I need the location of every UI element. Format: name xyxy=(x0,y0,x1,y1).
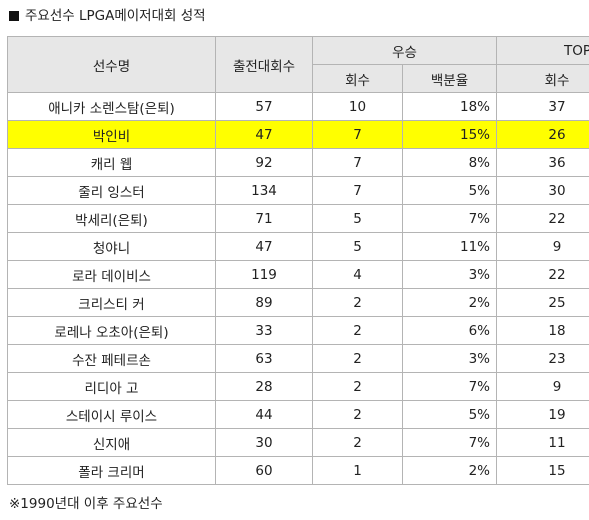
header-wins-count: 회수 xyxy=(312,64,403,93)
cell-player-name: 로라 데이비스 xyxy=(7,260,216,289)
table-header: 선수명 출전대회수 우승 TOP 회수 백분율 회수 xyxy=(7,36,589,93)
cell-top10-count: 22 xyxy=(496,260,589,289)
cell-player-name: 줄리 잉스터 xyxy=(7,176,216,205)
table-title: 주요선수 LPGA메이저대회 성적 xyxy=(9,6,206,26)
cell-top10-count: 11 xyxy=(496,428,589,457)
cell-player-name: 리디아 고 xyxy=(7,372,216,401)
cell-player-name: 캐리 웹 xyxy=(7,148,216,177)
cell-wins-count: 7 xyxy=(312,176,403,205)
cell-wins-count: 7 xyxy=(312,120,403,149)
cell-wins-count: 2 xyxy=(312,400,403,429)
cell-wins-pct: 2% xyxy=(402,456,497,485)
cell-starts: 47 xyxy=(215,120,313,149)
cell-starts: 92 xyxy=(215,148,313,177)
cell-top10-count: 36 xyxy=(496,148,589,177)
cell-starts: 57 xyxy=(215,92,313,121)
cell-starts: 33 xyxy=(215,316,313,345)
header-wins-pct: 백분율 xyxy=(402,64,497,93)
header-top10-group: TOP xyxy=(496,36,589,65)
cell-top10-count: 26 xyxy=(496,120,589,149)
table-row: 박인비 47 7 15% 26 xyxy=(7,120,589,149)
table-row: 캐리 웹 92 7 8% 36 xyxy=(7,148,589,177)
cell-wins-count: 1 xyxy=(312,456,403,485)
cell-starts: 71 xyxy=(215,204,313,233)
cell-wins-count: 4 xyxy=(312,260,403,289)
cell-top10-count: 22 xyxy=(496,204,589,233)
table-row: 박세리(은퇴) 71 5 7% 22 xyxy=(7,204,589,233)
cell-starts: 47 xyxy=(215,232,313,261)
header-player: 선수명 xyxy=(7,36,216,93)
cell-wins-count: 2 xyxy=(312,316,403,345)
table-row: 청야니 47 5 11% 9 xyxy=(7,232,589,261)
cell-wins-count: 5 xyxy=(312,204,403,233)
cell-top10-count: 19 xyxy=(496,400,589,429)
cell-player-name: 수잔 페테르손 xyxy=(7,344,216,373)
cell-starts: 63 xyxy=(215,344,313,373)
cell-player-name: 박세리(은퇴) xyxy=(7,204,216,233)
table-row: 스테이시 루이스 44 2 5% 19 xyxy=(7,400,589,429)
header-starts: 출전대회수 xyxy=(215,36,313,93)
table-title-text: 주요선수 LPGA메이저대회 성적 xyxy=(25,8,206,24)
table-row: 로라 데이비스 119 4 3% 22 xyxy=(7,260,589,289)
cell-wins-count: 2 xyxy=(312,428,403,457)
footnote: ※1990년대 이후 주요선수 xyxy=(9,496,163,512)
cell-wins-count: 2 xyxy=(312,372,403,401)
cell-starts: 134 xyxy=(215,176,313,205)
square-bullet-icon xyxy=(9,11,19,21)
cell-wins-pct: 8% xyxy=(402,148,497,177)
cell-wins-pct: 3% xyxy=(402,260,497,289)
cell-starts: 44 xyxy=(215,400,313,429)
cell-wins-pct: 2% xyxy=(402,288,497,317)
cell-wins-pct: 15% xyxy=(402,120,497,149)
cell-player-name: 박인비 xyxy=(7,120,216,149)
cell-top10-count: 25 xyxy=(496,288,589,317)
cell-wins-pct: 7% xyxy=(402,204,497,233)
table-row: 줄리 잉스터 134 7 5% 30 xyxy=(7,176,589,205)
cell-player-name: 폴라 크리머 xyxy=(7,456,216,485)
table-row: 애니카 소렌스탐(은퇴) 57 10 18% 37 xyxy=(7,92,589,121)
cell-wins-count: 2 xyxy=(312,288,403,317)
header-wins-group: 우승 xyxy=(312,36,497,65)
cell-top10-count: 9 xyxy=(496,232,589,261)
cell-wins-pct: 7% xyxy=(402,372,497,401)
cell-wins-pct: 3% xyxy=(402,344,497,373)
cell-starts: 60 xyxy=(215,456,313,485)
cell-player-name: 스테이시 루이스 xyxy=(7,400,216,429)
cell-player-name: 신지애 xyxy=(7,428,216,457)
table-body: 애니카 소렌스탐(은퇴) 57 10 18% 37 박인비 47 7 15% 26 캐리 웹 92 7 8… xyxy=(7,92,589,485)
table-row: 수잔 페테르손 63 2 3% 23 xyxy=(7,344,589,373)
cell-starts: 30 xyxy=(215,428,313,457)
cell-wins-count: 2 xyxy=(312,344,403,373)
table-row: 리디아 고 28 2 7% 9 xyxy=(7,372,589,401)
cell-wins-count: 10 xyxy=(312,92,403,121)
cell-wins-pct: 18% xyxy=(402,92,497,121)
cell-player-name: 로레나 오초아(은퇴) xyxy=(7,316,216,345)
cell-starts: 119 xyxy=(215,260,313,289)
cell-starts: 28 xyxy=(215,372,313,401)
cell-wins-count: 5 xyxy=(312,232,403,261)
table-row: 폴라 크리머 60 1 2% 15 xyxy=(7,456,589,485)
cell-player-name: 청야니 xyxy=(7,232,216,261)
cell-top10-count: 37 xyxy=(496,92,589,121)
cell-wins-pct: 7% xyxy=(402,428,497,457)
cell-wins-pct: 11% xyxy=(402,232,497,261)
cell-wins-pct: 6% xyxy=(402,316,497,345)
cell-wins-count: 7 xyxy=(312,148,403,177)
cell-top10-count: 18 xyxy=(496,316,589,345)
table-row: 크리스티 커 89 2 2% 25 xyxy=(7,288,589,317)
cell-starts: 89 xyxy=(215,288,313,317)
table-row: 신지애 30 2 7% 11 xyxy=(7,428,589,457)
cell-top10-count: 23 xyxy=(496,344,589,373)
table-container: 선수명 출전대회수 우승 TOP 회수 백분율 회수 애니카 소렌스탐(은퇴) 5… xyxy=(7,36,589,490)
cell-wins-pct: 5% xyxy=(402,400,497,429)
cell-top10-count: 9 xyxy=(496,372,589,401)
cell-wins-pct: 5% xyxy=(402,176,497,205)
cell-player-name: 애니카 소렌스탐(은퇴) xyxy=(7,92,216,121)
cell-player-name: 크리스티 커 xyxy=(7,288,216,317)
major-results-table: 선수명 출전대회수 우승 TOP 회수 백분율 회수 애니카 소렌스탐(은퇴) 5… xyxy=(7,36,589,485)
header-top10-count: 회수 xyxy=(496,64,589,93)
cell-top10-count: 15 xyxy=(496,456,589,485)
table-row: 로레나 오초아(은퇴) 33 2 6% 18 xyxy=(7,316,589,345)
cell-top10-count: 30 xyxy=(496,176,589,205)
